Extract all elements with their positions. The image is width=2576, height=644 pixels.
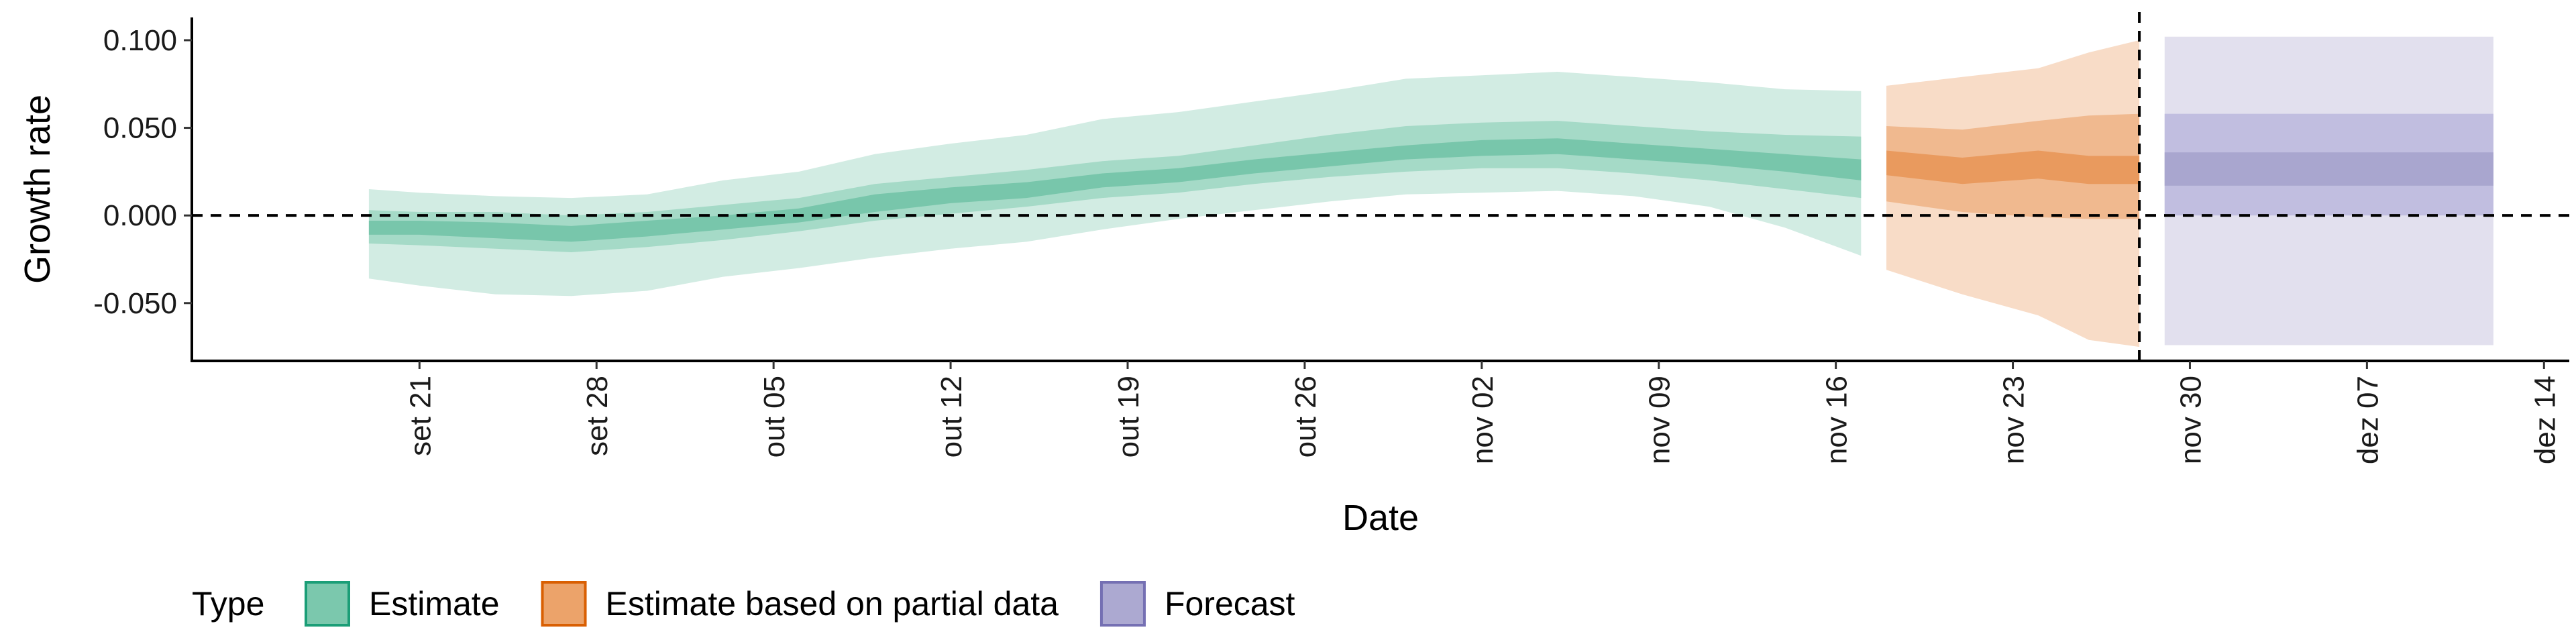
x-tick-label: dez 07 (2351, 376, 2384, 464)
x-tick-label: nov 16 (1821, 376, 1854, 464)
y-tick-label: -0.050 (93, 287, 177, 320)
legend-label: Estimate (369, 585, 500, 623)
legend: Type Estimate Estimate based on partial d… (192, 581, 1295, 627)
y-tick-label: 0.050 (103, 112, 177, 145)
x-tick-label: nov 02 (1466, 376, 1499, 464)
legend-key-2 (1099, 581, 1146, 627)
x-tick-label: out 19 (1112, 376, 1145, 458)
x-tick-label: set 21 (404, 376, 437, 456)
x-tick-label: nov 30 (2175, 376, 2208, 464)
y-tick-label: 0.000 (103, 199, 177, 232)
y-axis-ticks: 0.100 0.050 0.000 -0.050 (93, 24, 192, 320)
x-tick-label: set 28 (581, 376, 614, 456)
x-axis-title: Date (1342, 498, 1419, 538)
x-tick-label: out 12 (935, 376, 968, 458)
reference-lines (192, 12, 2569, 361)
y-tick-label: 0.100 (103, 24, 177, 57)
legend-key-1 (541, 581, 587, 627)
bands-layer (368, 36, 2493, 347)
x-tick-label: nov 09 (1644, 376, 1676, 464)
x-axis-ticks: set 21 set 28 out 05 out 12 out 19 out 26 nov … (404, 361, 2561, 464)
y-axis-title: Growth rate (17, 95, 58, 284)
x-tick-label: dez 14 (2528, 376, 2561, 464)
legend-key-0 (305, 581, 350, 627)
legend-label: Estimate based on partial data (606, 585, 1059, 623)
x-tick-label: out 26 (1289, 376, 1322, 458)
legend-label: Forecast (1165, 585, 1295, 623)
legend-title: Type (192, 585, 264, 623)
x-tick-label: nov 23 (1998, 376, 2031, 464)
x-tick-label: out 05 (758, 376, 791, 458)
estimate-based-on-partial-data-band-20 (1886, 150, 2140, 184)
forecast-band-20 (2164, 152, 2493, 186)
